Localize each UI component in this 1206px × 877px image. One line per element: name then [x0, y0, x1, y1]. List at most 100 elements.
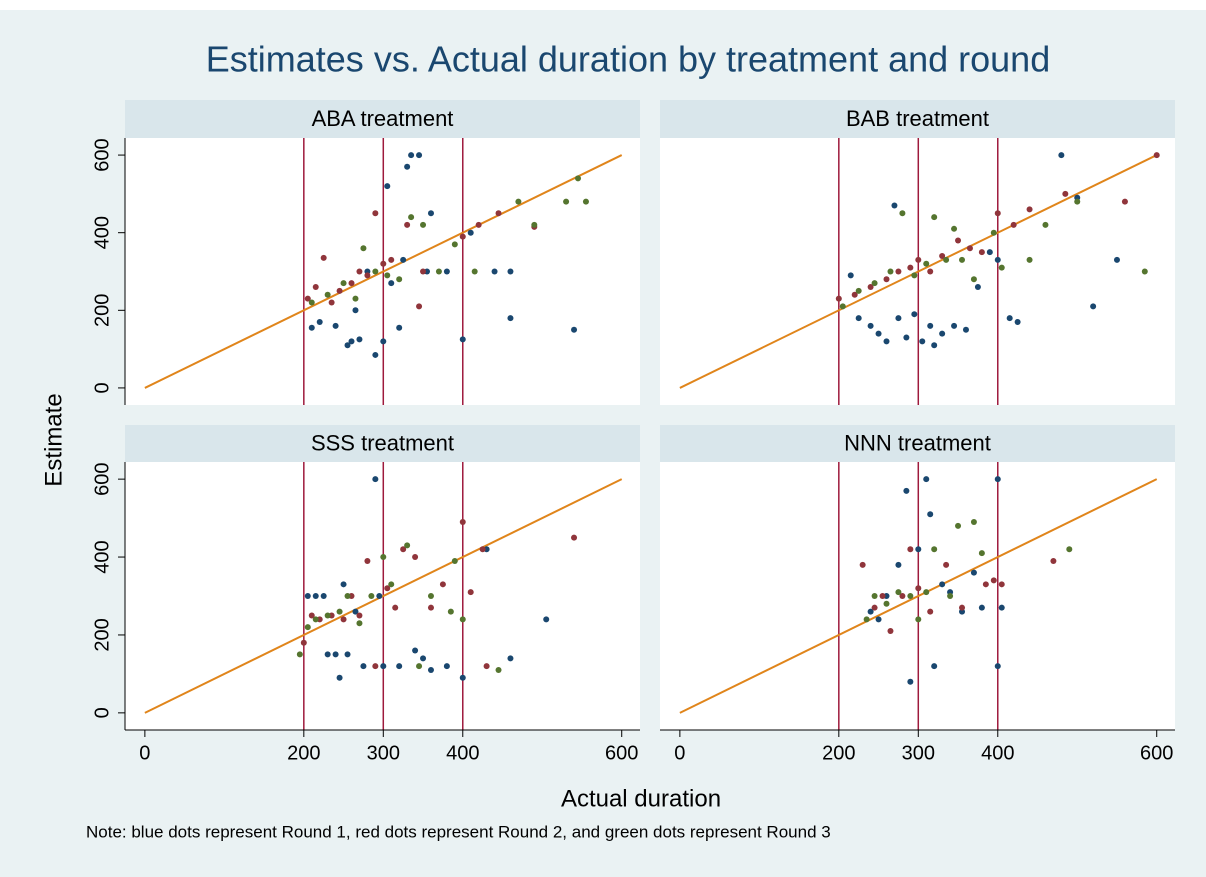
dot	[320, 254, 327, 261]
dot	[507, 315, 514, 322]
panel-title: BAB treatment	[846, 106, 989, 131]
dot	[372, 351, 379, 358]
dot	[427, 604, 434, 611]
dot	[459, 233, 466, 240]
dot	[978, 550, 985, 557]
dot	[388, 280, 395, 287]
dot	[931, 214, 938, 221]
dot	[300, 639, 307, 646]
dot	[344, 593, 351, 599]
strip-header	[660, 425, 1175, 462]
dot	[344, 342, 351, 349]
dot	[959, 604, 966, 611]
dot	[324, 651, 331, 658]
dot	[919, 338, 926, 345]
dot	[998, 604, 1005, 611]
dot	[404, 221, 411, 228]
dot	[495, 667, 502, 674]
x-tick-label: 200	[287, 742, 320, 764]
dot	[1058, 152, 1065, 159]
dot	[951, 322, 958, 329]
dot	[1141, 268, 1148, 275]
dot	[356, 336, 363, 343]
dot	[1153, 152, 1160, 159]
dot	[324, 291, 331, 298]
dot	[582, 198, 589, 205]
dot	[408, 214, 415, 221]
dot	[316, 318, 323, 325]
dot	[416, 663, 423, 670]
dot	[970, 276, 977, 283]
dot	[871, 604, 878, 611]
dot	[396, 663, 403, 670]
dot	[939, 330, 946, 337]
dot	[372, 268, 379, 275]
dot	[467, 589, 474, 596]
dot	[915, 585, 922, 592]
dot	[304, 624, 311, 631]
dot	[380, 663, 387, 670]
dot	[895, 268, 902, 275]
dot	[459, 336, 466, 343]
dot	[388, 581, 395, 588]
dot	[336, 608, 343, 615]
panel-title: SSS treatment	[311, 430, 454, 455]
dot	[931, 342, 938, 349]
dot	[915, 546, 922, 553]
dot	[883, 276, 890, 283]
dot	[416, 152, 423, 159]
dot	[899, 210, 906, 217]
dot	[1026, 256, 1033, 263]
dot	[495, 210, 502, 217]
dot	[443, 663, 450, 670]
x-tick-label: 300	[902, 742, 935, 764]
dot	[296, 651, 303, 658]
dot	[1090, 303, 1097, 310]
reference-line	[679, 154, 1158, 389]
dot	[308, 612, 315, 619]
dot	[332, 651, 339, 658]
dot	[978, 249, 985, 256]
y-tick-label: 0	[91, 382, 113, 393]
dot	[467, 229, 474, 236]
dot	[479, 546, 486, 553]
dot	[998, 581, 1005, 588]
dot	[994, 256, 1001, 263]
dot	[1074, 198, 1081, 205]
x-axis-label: Actual duration	[561, 785, 721, 812]
dot	[994, 476, 1001, 483]
dot	[887, 268, 894, 275]
dot	[372, 210, 379, 217]
dot	[867, 608, 874, 615]
dot	[360, 245, 367, 252]
dot	[328, 299, 335, 306]
dot	[344, 651, 351, 658]
dot	[483, 663, 490, 670]
strip-header	[660, 100, 1175, 138]
dot	[364, 272, 371, 279]
dot	[871, 280, 878, 287]
y-tick-label: 400	[91, 540, 113, 573]
dot	[927, 322, 934, 329]
dot	[380, 554, 387, 561]
dot	[891, 202, 898, 209]
y-tick-label: 600	[91, 138, 113, 171]
dot	[883, 600, 890, 607]
dot	[443, 268, 450, 275]
dot	[907, 546, 914, 553]
y-tick-label: 600	[91, 462, 113, 495]
dot	[459, 518, 466, 525]
dot	[447, 608, 454, 615]
dot	[1062, 190, 1069, 197]
dot	[903, 334, 910, 341]
dot	[416, 303, 423, 310]
dot	[986, 249, 993, 256]
dot	[384, 585, 391, 592]
dot	[364, 557, 371, 564]
dot	[1113, 256, 1120, 263]
dot	[955, 522, 962, 529]
reference-line	[679, 478, 1158, 714]
dot	[312, 616, 319, 623]
dot	[435, 268, 442, 275]
